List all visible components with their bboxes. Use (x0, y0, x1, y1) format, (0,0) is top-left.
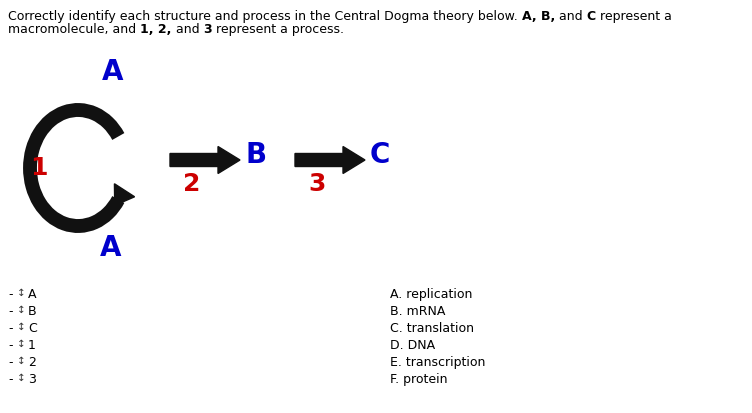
Text: A: A (102, 58, 123, 86)
Text: -: - (8, 305, 13, 318)
Text: C: C (370, 141, 390, 169)
Polygon shape (170, 147, 240, 173)
Text: ↕: ↕ (17, 339, 26, 349)
Text: C: C (587, 10, 596, 23)
Text: represent a: represent a (596, 10, 672, 23)
Text: -: - (8, 288, 13, 301)
Text: 3: 3 (203, 23, 212, 36)
Text: B: B (28, 305, 37, 318)
Text: -: - (8, 356, 13, 369)
Text: 3: 3 (28, 373, 36, 386)
Text: -: - (8, 373, 13, 386)
Text: 1: 1 (30, 156, 47, 180)
Text: C: C (28, 322, 37, 335)
Text: E. transcription: E. transcription (390, 356, 485, 369)
Text: 1: 1 (28, 339, 36, 352)
Text: F. protein: F. protein (390, 373, 447, 386)
Text: ↕: ↕ (17, 305, 26, 315)
Polygon shape (114, 184, 135, 205)
Text: Correctly identify each structure and process in the Central Dogma theory below.: Correctly identify each structure and pr… (8, 10, 522, 23)
Text: D. DNA: D. DNA (390, 339, 435, 352)
Text: B: B (245, 141, 266, 169)
Text: A. replication: A. replication (390, 288, 472, 301)
Text: C. translation: C. translation (390, 322, 474, 335)
Polygon shape (295, 147, 365, 173)
Text: ↕: ↕ (17, 356, 26, 366)
Text: and: and (555, 10, 587, 23)
Text: ↕: ↕ (17, 373, 26, 383)
Text: 2: 2 (28, 356, 36, 369)
Text: B. mRNA: B. mRNA (390, 305, 445, 318)
Text: 2: 2 (183, 172, 200, 196)
Text: 3: 3 (308, 172, 326, 196)
Text: A: A (100, 234, 122, 262)
Text: ↕: ↕ (17, 322, 26, 332)
Text: macromolecule, and: macromolecule, and (8, 23, 140, 36)
Text: -: - (8, 339, 13, 352)
Text: A, B,: A, B, (522, 10, 555, 23)
Text: 1, 2,: 1, 2, (140, 23, 171, 36)
Text: ↕: ↕ (17, 288, 26, 298)
Text: represent a process.: represent a process. (212, 23, 344, 36)
Text: A: A (28, 288, 37, 301)
Text: and: and (171, 23, 203, 36)
Text: -: - (8, 322, 13, 335)
